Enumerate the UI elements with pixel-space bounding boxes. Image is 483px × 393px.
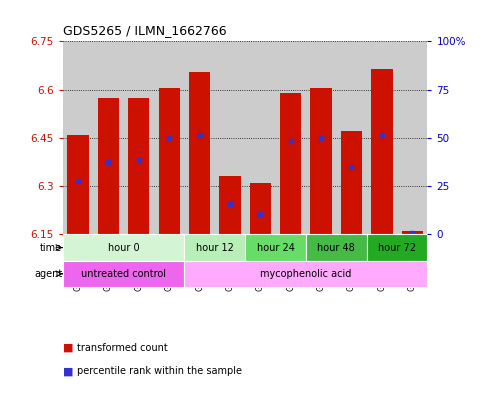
Bar — [371, 69, 393, 235]
Bar — [341, 131, 362, 235]
Text: agent: agent — [34, 269, 62, 279]
Bar — [124, 41, 154, 235]
Bar — [185, 261, 427, 287]
Text: hour 24: hour 24 — [256, 242, 295, 253]
Bar — [311, 88, 332, 235]
Bar — [158, 88, 180, 235]
Bar — [280, 93, 301, 235]
Bar — [245, 41, 275, 235]
Bar — [215, 41, 245, 235]
Text: ■: ■ — [63, 366, 73, 376]
Bar — [128, 97, 149, 235]
Bar — [367, 41, 397, 235]
Text: untreated control: untreated control — [81, 269, 166, 279]
Bar — [367, 235, 427, 261]
Bar — [336, 41, 367, 235]
Bar — [402, 231, 423, 235]
Bar — [63, 235, 185, 261]
Bar — [397, 41, 427, 235]
Text: hour 72: hour 72 — [378, 242, 416, 253]
Bar — [275, 41, 306, 235]
Bar — [154, 41, 185, 235]
Bar — [93, 41, 124, 235]
Bar — [67, 135, 88, 235]
Bar — [63, 261, 185, 287]
Text: percentile rank within the sample: percentile rank within the sample — [77, 366, 242, 376]
Bar — [185, 41, 215, 235]
Bar — [185, 235, 245, 261]
Text: hour 48: hour 48 — [317, 242, 355, 253]
Text: hour 12: hour 12 — [196, 242, 234, 253]
Text: transformed count: transformed count — [77, 343, 168, 353]
Bar — [306, 41, 336, 235]
Text: GDS5265 / ILMN_1662766: GDS5265 / ILMN_1662766 — [63, 24, 227, 37]
Bar — [219, 176, 241, 235]
Text: hour 0: hour 0 — [108, 242, 140, 253]
Bar — [306, 235, 367, 261]
Bar — [63, 41, 93, 235]
Bar — [98, 97, 119, 235]
Text: mycophenolic acid: mycophenolic acid — [260, 269, 352, 279]
Bar — [250, 183, 271, 235]
Bar — [245, 235, 306, 261]
Text: time: time — [40, 242, 62, 253]
Bar — [189, 72, 210, 235]
Text: ■: ■ — [63, 343, 73, 353]
